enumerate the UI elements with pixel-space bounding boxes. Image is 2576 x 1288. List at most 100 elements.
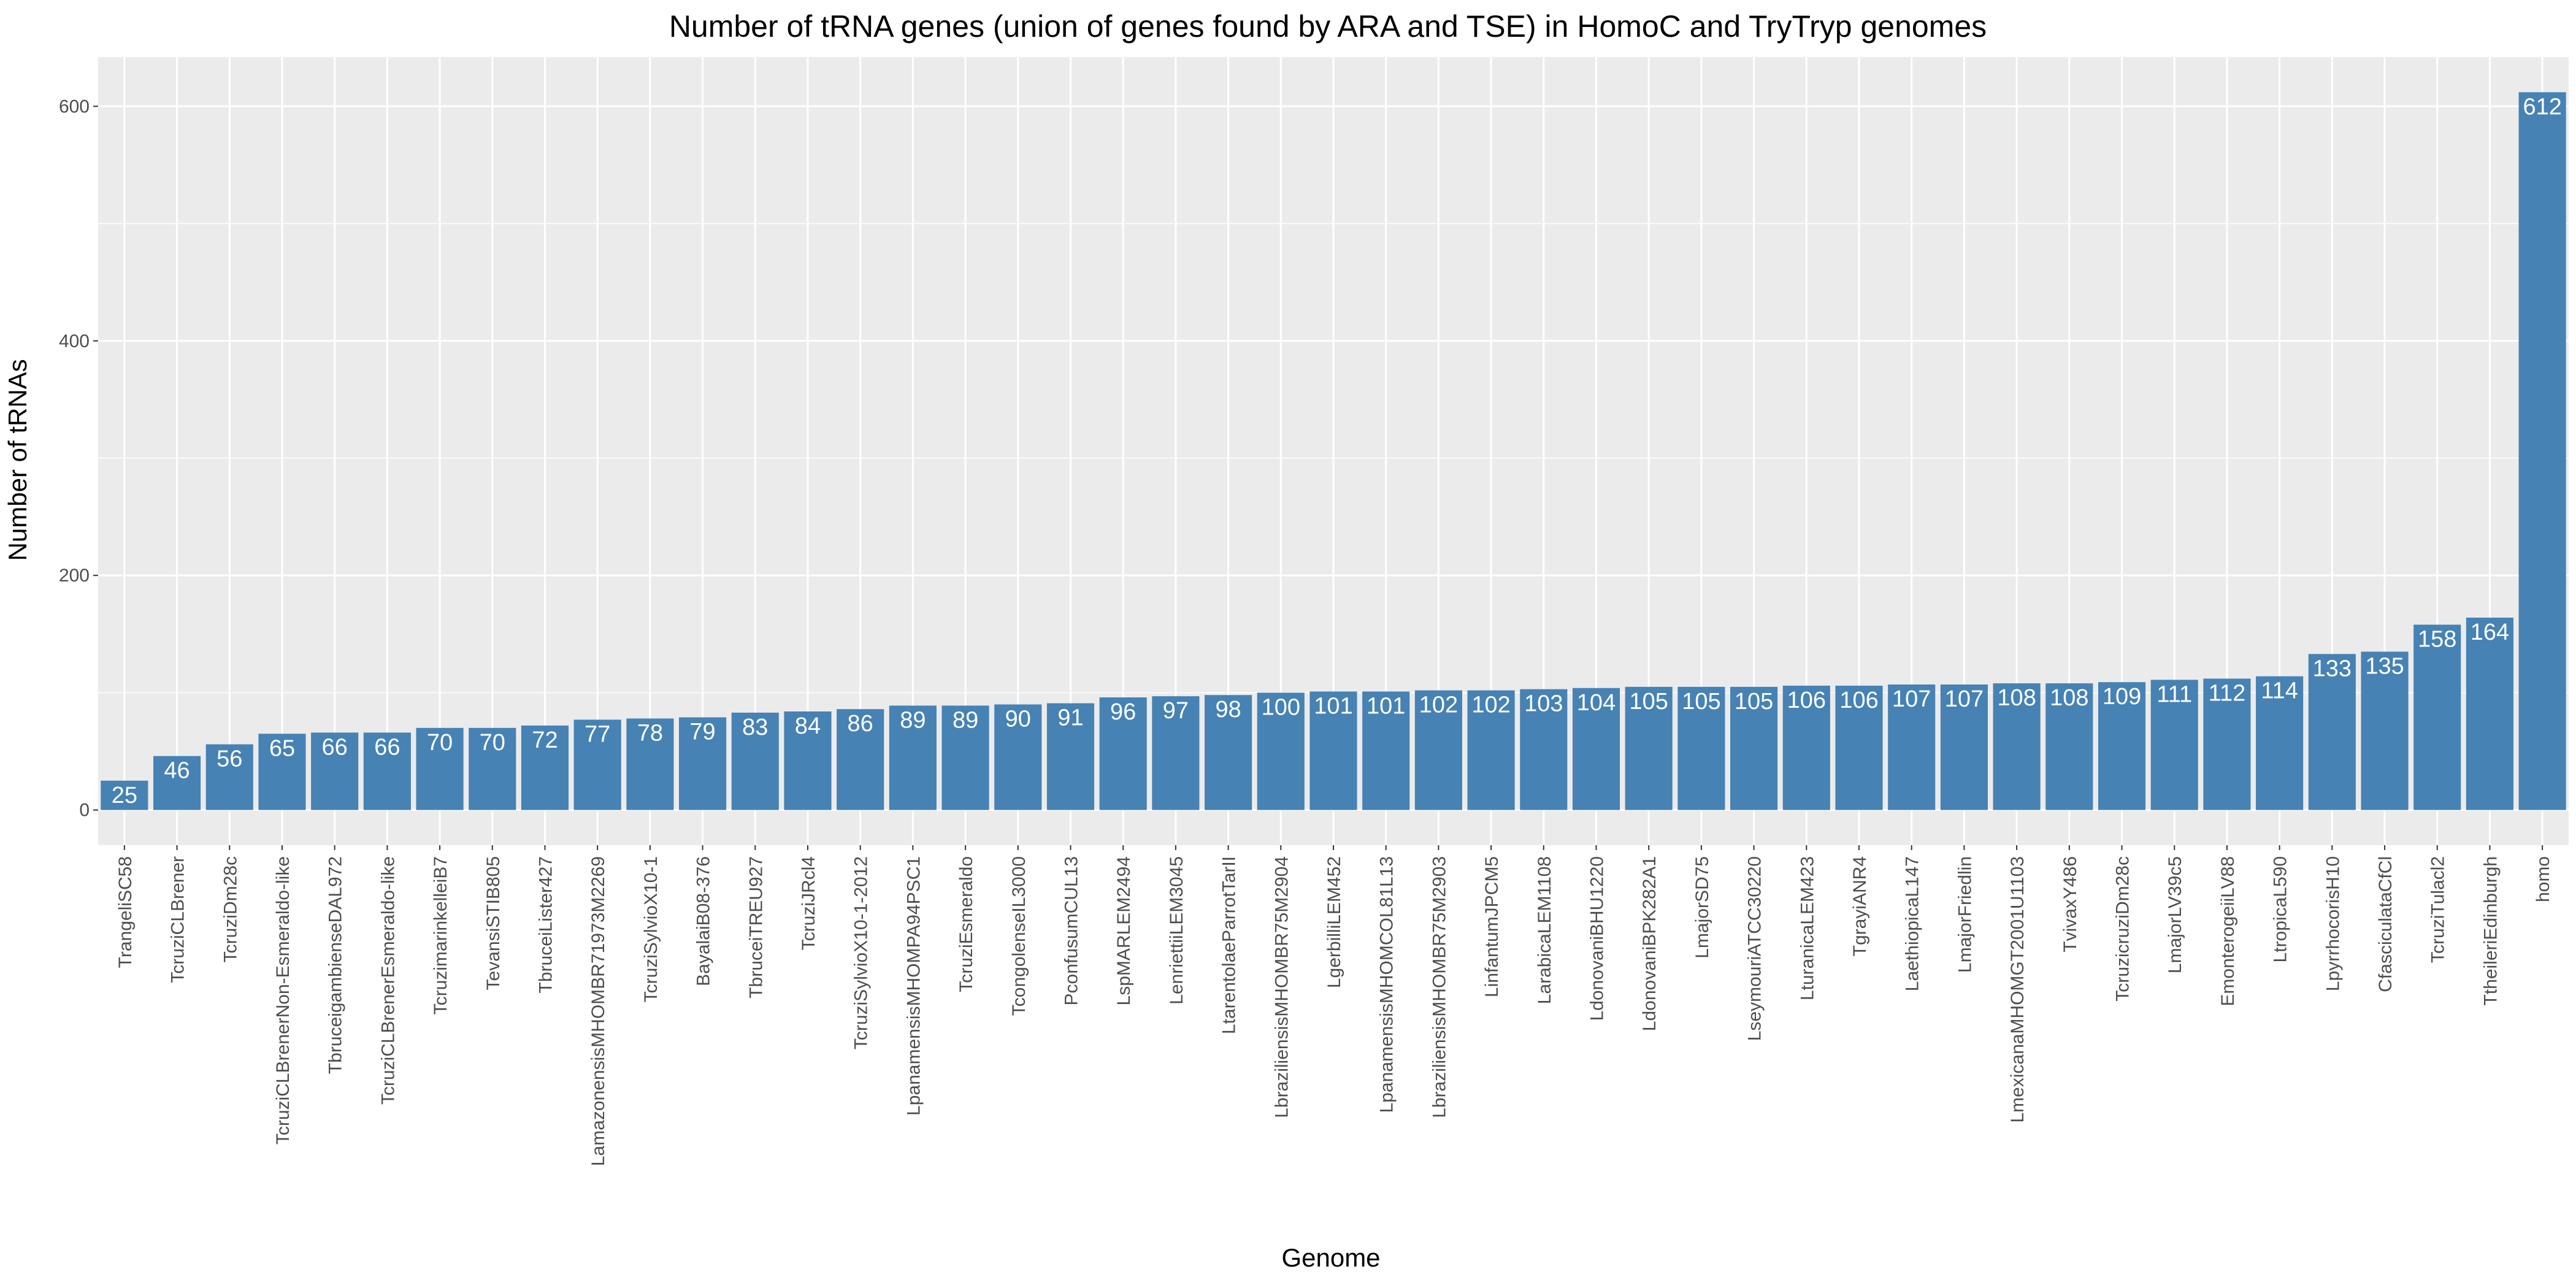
bar-value-label: 102 [1471, 692, 1510, 718]
x-tick-label: TcruzicruziDm28c [2113, 856, 2133, 1002]
bar-value-label: 106 [1839, 688, 1878, 713]
x-axis-title: Genome [1281, 1243, 1380, 1272]
x-tick-label: CfasciculataCfCl [2375, 856, 2396, 992]
x-tick-label: TcruziSylvioX10-1-2012 [851, 856, 872, 1049]
x-tick-label: TevansiSTIB805 [483, 856, 504, 990]
bar-value-label: 107 [1945, 686, 1984, 712]
x-tick-label: TcruziJRcl4 [799, 856, 819, 950]
x-tick-label: TcruziDm28c [220, 856, 240, 962]
bar [1362, 691, 1410, 810]
bar-value-label: 86 [848, 711, 873, 737]
x-tick-label: TcruziSylvioX10-1 [641, 856, 661, 1002]
bar-value-label: 79 [689, 719, 715, 745]
bar-value-label: 70 [480, 730, 505, 756]
bar-value-label: 91 [1057, 705, 1083, 731]
x-tick-label: LpanamensisMHOMPA94PSC1 [903, 856, 924, 1116]
bar-value-label: 103 [1524, 691, 1563, 717]
bar-value-label: 102 [1419, 692, 1458, 718]
bar [889, 705, 937, 810]
x-tick-label: TbruceigambienseDAL972 [326, 856, 346, 1074]
y-tick-label: 400 [59, 331, 90, 351]
bar-value-label: 70 [427, 730, 453, 756]
bar-value-label: 135 [2365, 653, 2404, 679]
bar-value-label: 100 [1262, 694, 1300, 720]
x-tick-label: LtarentolaeParrotTarII [1219, 856, 1240, 1034]
bar [2256, 676, 2304, 810]
bar-value-label: 56 [217, 746, 242, 772]
bar [1625, 686, 1673, 810]
bar-value-label: 158 [2418, 627, 2456, 653]
bar [521, 725, 569, 810]
x-tick-label: PconfusumCUL13 [1061, 856, 1081, 1005]
bar [2203, 678, 2251, 810]
y-tick-label: 0 [79, 800, 90, 821]
bar [205, 744, 253, 810]
x-tick-label: EmonterogeiiLV88 [2218, 856, 2238, 1006]
bar-value-label: 112 [2209, 680, 2246, 706]
x-tick-label: LspMARLEM2494 [1114, 856, 1134, 1005]
bar [2413, 624, 2461, 810]
bar-value-label: 107 [1892, 686, 1931, 712]
bar-value-label: 89 [953, 707, 978, 733]
bar-value-label: 78 [637, 720, 663, 746]
bar [1888, 684, 1936, 810]
x-tick-label: TrangeliSC58 [115, 856, 136, 968]
bar-value-label: 77 [585, 721, 610, 747]
bar [994, 704, 1042, 810]
x-tick-label: LarabicaLEM1108 [1535, 856, 1555, 1004]
bar [2466, 618, 2514, 810]
bar [153, 756, 201, 810]
bar-value-label: 105 [1682, 689, 1720, 715]
bar [311, 732, 359, 810]
x-tick-label: LturanicaLEM423 [1797, 856, 1817, 1000]
bar [1099, 697, 1147, 810]
bar [1677, 686, 1725, 810]
bar [469, 727, 516, 810]
chart-title: Number of tRNA genes (union of genes fou… [669, 9, 1987, 44]
bar [2098, 682, 2146, 810]
bar-value-label: 104 [1577, 690, 1616, 716]
bar-value-label: 106 [1787, 688, 1826, 713]
bar-value-label: 66 [322, 734, 348, 760]
x-tick-label: TtheileriEdinburgh [2480, 856, 2501, 1005]
bar-value-label: 164 [2471, 619, 2509, 645]
x-tick-label: TcruziCLBrenerEsmeraldo-like [378, 856, 398, 1105]
bar [941, 705, 989, 810]
y-axis-title: Number of tRNAs [3, 359, 32, 561]
x-tick-label: TcruziEsmeraldo [956, 856, 976, 992]
bar [1993, 683, 2041, 810]
x-tick-label: LpyrrhocorisH10 [2323, 856, 2343, 991]
bar [2518, 92, 2566, 810]
bar [1414, 690, 1462, 810]
bar-value-label: 84 [795, 713, 821, 739]
bar-value-label: 90 [1005, 707, 1031, 732]
bar [837, 709, 884, 810]
bar [1257, 692, 1305, 810]
bar [2361, 651, 2409, 810]
y-axis: 0 200 400 600 [59, 96, 98, 821]
x-tick-label: LinfantumJPCM5 [1482, 856, 1502, 997]
x-tick-label: LmexicanaMHOMGT2001U1103 [2007, 856, 2028, 1123]
bar-value-label: 105 [1630, 689, 1668, 715]
x-tick-label: LamazonensisMHOMBR71973M2269 [588, 856, 608, 1166]
y-tick-label: 200 [59, 565, 90, 586]
data-labels: 25 46 56 65 66 66 70 70 72 77 78 79 83 84 86 89 89 90 91 96… [112, 94, 2562, 808]
bar [626, 718, 674, 810]
bar [1467, 690, 1515, 810]
x-tick-label: TcongolenseIL3000 [1009, 856, 1029, 1016]
x-tick-label: LseymouriATCC30220 [1745, 856, 1765, 1041]
bars [101, 92, 2566, 810]
bar-value-label: 105 [1735, 689, 1773, 715]
bar [1309, 691, 1357, 810]
x-tick-label: LbraziliensisMHOMBR75M2903 [1429, 856, 1449, 1118]
x-axis: TrangeliSC58 TcruziCLBrener TcruziDm28c Tcr… [115, 845, 2553, 1166]
y-tick-label: 600 [59, 96, 90, 117]
x-tick-label: TcruziCLBrenerNon-Esmeraldo-like [273, 856, 293, 1144]
x-tick-label: LmajorSD75 [1692, 856, 1712, 959]
bar-value-label: 133 [2313, 656, 2352, 681]
bar [1205, 695, 1252, 810]
bar [1940, 684, 1988, 810]
bar-value-label: 612 [2523, 94, 2561, 120]
x-tick-label: BayalaiB08-376 [694, 856, 714, 986]
